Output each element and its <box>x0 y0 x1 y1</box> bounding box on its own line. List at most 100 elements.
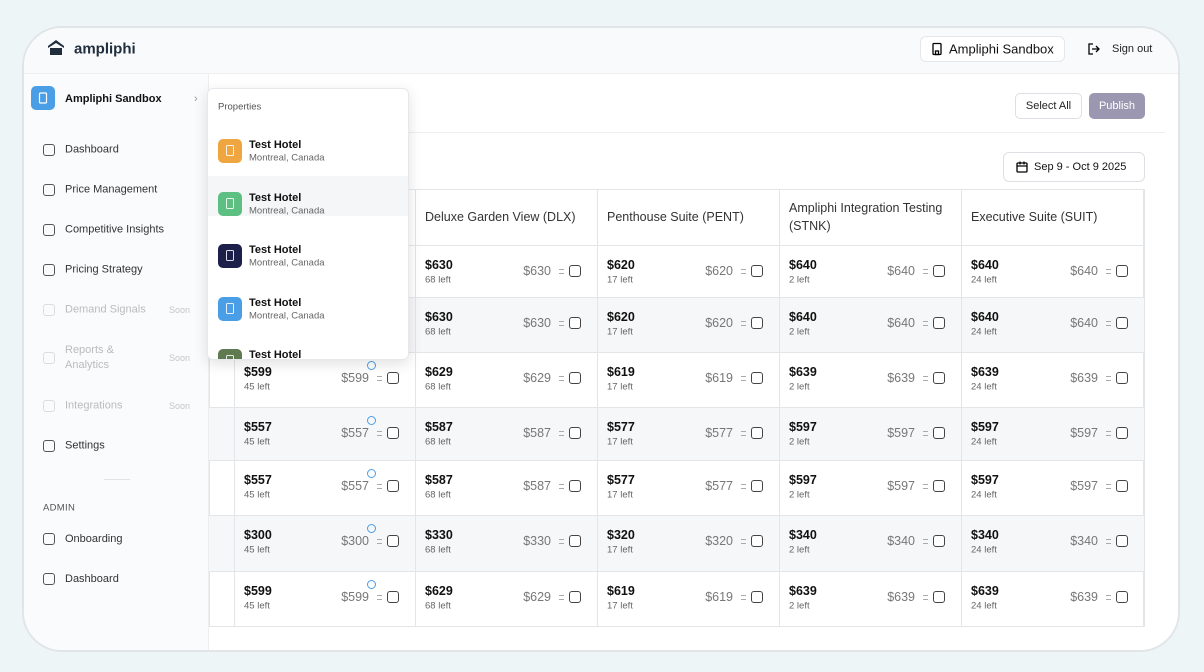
rate: $629 <box>523 590 551 604</box>
column-divider <box>779 189 780 627</box>
checkbox[interactable] <box>933 427 945 439</box>
rate-handle <box>377 484 382 489</box>
column-divider <box>415 189 416 627</box>
workspace-button[interactable] <box>920 36 1065 62</box>
units-left: 68 left <box>425 489 451 501</box>
nav-item[interactable]: Onboarding <box>65 533 123 545</box>
price: $597 <box>971 420 999 434</box>
brand-name: ampliphi <box>74 40 136 58</box>
rate-handle <box>377 376 382 381</box>
rate-handle <box>377 539 382 544</box>
units-left: 68 left <box>425 544 451 556</box>
rate: $639 <box>1070 590 1098 604</box>
units-left: 24 left <box>971 436 997 448</box>
publish-button[interactable]: Publish <box>1089 93 1145 119</box>
rate: $629 <box>523 371 551 385</box>
checkbox[interactable] <box>569 427 581 439</box>
nav-item[interactable]: Competitive Insights <box>65 223 165 236</box>
rate-handle <box>923 431 928 436</box>
property-name: Test Hotel <box>249 296 302 309</box>
checkbox[interactable] <box>751 535 763 547</box>
checkbox[interactable] <box>569 265 581 277</box>
rate: $599 <box>341 590 369 604</box>
checkbox[interactable] <box>1116 372 1128 384</box>
icon <box>1015 160 1029 174</box>
checkbox[interactable] <box>751 427 763 439</box>
rate-handle <box>1106 321 1111 326</box>
price: $577 <box>607 420 635 434</box>
checkbox[interactable] <box>933 372 945 384</box>
checkbox[interactable] <box>387 480 399 492</box>
checkbox[interactable] <box>569 372 581 384</box>
checkbox[interactable] <box>751 317 763 329</box>
toolbar-divider <box>209 132 1165 133</box>
checkbox[interactable] <box>1116 427 1128 439</box>
price: $597 <box>971 473 999 487</box>
rate-handle <box>741 595 746 600</box>
property-name: Test Hotel <box>249 139 302 151</box>
row-background <box>209 515 1144 571</box>
rate: $640 <box>887 264 915 278</box>
nav-item[interactable]: Demand Signals <box>65 303 146 316</box>
checkbox[interactable] <box>933 265 945 277</box>
checkbox[interactable] <box>751 591 763 603</box>
property-name: Test Hotel <box>249 191 302 204</box>
checkbox[interactable] <box>569 480 581 492</box>
checkbox[interactable] <box>387 535 399 547</box>
units-left: 45 left <box>244 381 270 393</box>
price: $639 <box>971 584 999 598</box>
checkbox[interactable] <box>933 591 945 603</box>
property-icon <box>218 244 242 268</box>
property-name: Test Hotel <box>249 244 302 256</box>
property-icon <box>218 296 242 321</box>
checkbox[interactable] <box>569 317 581 329</box>
checkbox[interactable] <box>1116 265 1128 277</box>
nav-item[interactable]: Pricing Strategy <box>65 263 143 276</box>
info-icon <box>367 416 376 425</box>
property-icon-glyph <box>226 302 234 314</box>
row-divider <box>209 352 1144 353</box>
checkbox[interactable] <box>933 480 945 492</box>
account-chevron: › <box>194 93 198 105</box>
nav-item[interactable]: Reports & Analytics <box>65 344 114 371</box>
rate: $340 <box>887 534 915 548</box>
rate-handle <box>923 269 928 274</box>
rate-handle <box>559 269 564 274</box>
units-left: 17 left <box>607 544 633 556</box>
checkbox[interactable] <box>569 535 581 547</box>
units-left: 24 left <box>971 544 997 556</box>
checkbox[interactable] <box>569 591 581 603</box>
checkbox[interactable] <box>1116 591 1128 603</box>
checkbox[interactable] <box>387 372 399 384</box>
rate: $300 <box>341 534 369 548</box>
checkbox[interactable] <box>1116 480 1128 492</box>
rate: $619 <box>705 590 733 604</box>
units-left: 45 left <box>244 436 270 448</box>
info-icon <box>367 361 376 370</box>
units-left: 17 left <box>607 489 633 501</box>
checkbox[interactable] <box>1116 535 1128 547</box>
nav-item[interactable]: Integrations <box>65 399 123 412</box>
price: $599 <box>244 365 272 379</box>
checkbox[interactable] <box>751 372 763 384</box>
property-icon-glyph <box>226 250 234 261</box>
rate-handle <box>923 376 928 381</box>
checkbox[interactable] <box>933 535 945 547</box>
nav-item[interactable]: Settings <box>65 439 105 452</box>
nav-item[interactable]: Dashboard <box>65 143 119 156</box>
rate: $557 <box>341 479 369 493</box>
checkbox[interactable] <box>387 427 399 439</box>
rate-handle <box>923 321 928 326</box>
checkbox[interactable] <box>751 480 763 492</box>
rate-handle <box>1106 376 1111 381</box>
checkbox[interactable] <box>933 317 945 329</box>
info-icon <box>367 469 376 478</box>
checkbox[interactable] <box>387 591 399 603</box>
select-all-button[interactable]: Select All <box>1015 93 1082 119</box>
nav-item[interactable]: Dashboard <box>65 573 119 585</box>
rate-handle <box>559 539 564 544</box>
checkbox[interactable] <box>751 265 763 277</box>
checkbox[interactable] <box>1116 317 1128 329</box>
nav-item[interactable]: Price Management <box>65 183 158 196</box>
column-header: Deluxe Garden View (DLX) <box>425 210 576 224</box>
